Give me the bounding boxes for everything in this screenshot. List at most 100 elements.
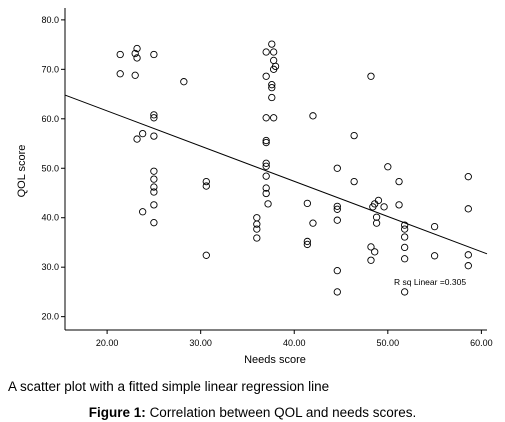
data-point — [133, 44, 141, 53]
data-point — [380, 203, 388, 211]
data-point — [333, 205, 341, 213]
data-point — [262, 48, 270, 56]
data-point — [333, 288, 341, 296]
data-point — [133, 54, 141, 62]
data-point — [401, 221, 409, 229]
y-tick-label: 20.0 — [41, 312, 59, 322]
y-tick-label: 70.0 — [41, 64, 59, 74]
data-point — [180, 78, 188, 86]
data-point — [270, 56, 278, 65]
figure-caption: Figure 1: Correlation between QOL and ne… — [0, 405, 505, 420]
data-point — [262, 162, 270, 170]
data-point — [350, 131, 358, 140]
data-point — [303, 240, 311, 249]
data-point — [150, 175, 158, 183]
data-point — [395, 177, 403, 186]
data-point — [372, 219, 381, 227]
data-point — [464, 205, 472, 213]
data-point — [262, 189, 270, 198]
data-points — [116, 40, 472, 296]
data-point — [369, 203, 377, 211]
data-point — [262, 172, 270, 180]
data-point — [202, 182, 210, 190]
data-point — [150, 201, 158, 209]
axes — [64, 8, 487, 331]
data-point — [401, 288, 409, 296]
data-point — [333, 164, 341, 172]
y-tick-label: 50.0 — [41, 163, 59, 173]
data-point — [262, 138, 270, 147]
data-point — [139, 208, 147, 216]
r-squared-annotation: R sq Linear =0.305 — [394, 277, 466, 287]
caption: A scatter plot with a fitted simple line… — [8, 379, 330, 394]
data-point — [371, 248, 379, 256]
data-point — [150, 219, 158, 227]
data-point — [133, 135, 141, 143]
data-point — [309, 112, 317, 120]
data-point — [150, 114, 158, 122]
data-point — [202, 251, 210, 259]
data-point — [430, 252, 439, 260]
data-point — [303, 199, 311, 208]
data-point — [401, 255, 409, 263]
x-axis-label: Needs score — [244, 354, 306, 366]
data-point — [372, 213, 381, 221]
y-tick-label: 80.0 — [41, 15, 59, 25]
x-tick-label: 30.00 — [189, 338, 212, 348]
data-point — [270, 48, 278, 56]
figure-text: Correlation between QOL and needs scores… — [149, 405, 417, 420]
data-point — [333, 266, 341, 275]
data-point — [264, 200, 272, 208]
data-point — [202, 177, 210, 186]
data-point — [430, 222, 439, 231]
data-point — [150, 167, 158, 175]
figure-label: Figure 1: — [88, 405, 146, 420]
x-tick-label: 40.00 — [283, 338, 306, 348]
data-point — [262, 114, 270, 122]
data-point — [262, 159, 270, 167]
data-point — [268, 83, 276, 92]
data-point — [464, 173, 472, 181]
data-point — [384, 163, 392, 171]
x-tick-label: 20.00 — [96, 338, 119, 348]
data-point — [131, 71, 139, 79]
data-point — [262, 184, 270, 192]
data-point — [309, 219, 317, 227]
data-point — [367, 243, 375, 251]
data-point — [270, 65, 278, 73]
data-point — [268, 40, 276, 48]
data-point — [350, 177, 358, 186]
data-point — [401, 225, 409, 233]
data-point — [150, 132, 158, 140]
data-point — [401, 233, 409, 241]
x-tick-label: 60.00 — [470, 338, 493, 348]
x-tick-label: 50.00 — [377, 338, 400, 348]
data-point — [253, 214, 261, 222]
data-point — [464, 251, 472, 259]
data-point — [253, 234, 261, 242]
data-point — [131, 49, 139, 58]
data-point — [116, 50, 124, 59]
data-point — [333, 216, 341, 224]
data-point — [253, 225, 261, 233]
data-point — [150, 111, 158, 119]
y-axis-label: QOL score — [16, 145, 28, 198]
y-tick-label: 30.0 — [41, 262, 59, 272]
data-point — [395, 201, 403, 209]
data-point — [262, 72, 270, 80]
data-point — [464, 262, 472, 270]
data-point — [270, 114, 278, 122]
regression-line — [64, 94, 488, 255]
data-point — [150, 188, 158, 196]
y-tick-label: 60.0 — [41, 114, 59, 124]
y-tick-label: 40.0 — [41, 213, 59, 223]
data-point — [374, 196, 383, 205]
data-point — [139, 129, 147, 138]
ticks: 20.0 30.0 40.0 50.0 60.0 70.0 80.0 20.00 30.00 40… — [41, 15, 492, 348]
data-point — [268, 93, 276, 102]
data-point — [367, 256, 375, 264]
data-point — [150, 50, 158, 59]
scatter-plot: 20.0 30.0 40.0 50.0 60.0 70.0 80.0 20.00 30.00 40… — [16, 8, 493, 366]
data-point — [401, 243, 409, 252]
data-point — [268, 81, 276, 89]
